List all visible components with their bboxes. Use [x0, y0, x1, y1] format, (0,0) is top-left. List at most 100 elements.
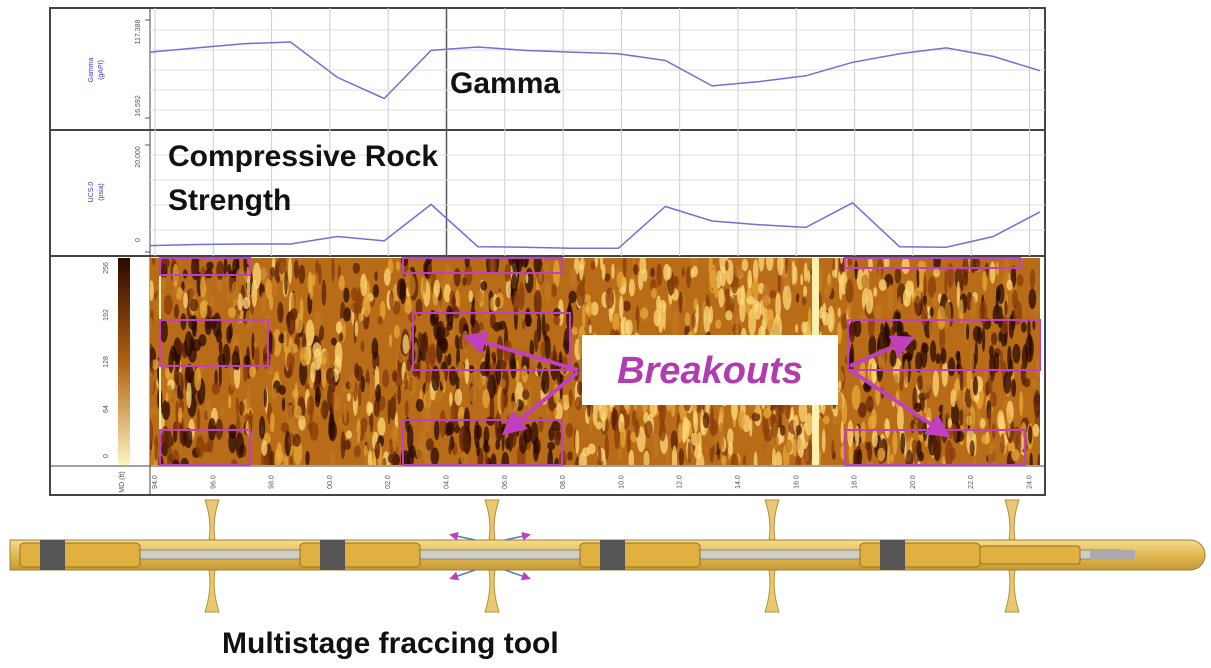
- image-texture: [154, 435, 158, 461]
- image-texture: [200, 276, 206, 298]
- image-texture: [361, 376, 366, 392]
- image-texture: [490, 297, 495, 311]
- image-texture: [990, 261, 996, 283]
- image-texture: [898, 296, 902, 313]
- image-texture: [861, 422, 866, 444]
- image-texture: [752, 278, 758, 301]
- image-texture: [314, 311, 321, 330]
- image-texture: [949, 447, 956, 460]
- image-texture: [310, 409, 313, 434]
- image-texture: [588, 324, 592, 334]
- image-texture: [738, 411, 745, 429]
- image-texture: [891, 453, 894, 463]
- image-texture: [627, 430, 631, 454]
- image-texture: [890, 350, 897, 367]
- image-texture: [997, 306, 1003, 329]
- image-texture: [294, 260, 299, 279]
- image-texture: [200, 301, 208, 318]
- image-texture: [793, 266, 798, 284]
- axis-label: MD (ft): [119, 471, 126, 492]
- image-texture: [403, 334, 410, 354]
- image-texture: [709, 269, 716, 288]
- image-texture: [165, 368, 170, 380]
- image-texture: [428, 264, 432, 279]
- image-texture: [887, 284, 893, 311]
- image-texture: [942, 362, 948, 387]
- image-texture: [480, 281, 487, 291]
- image-texture: [465, 358, 470, 384]
- image-texture: [346, 430, 352, 439]
- depth-label: 12.0: [677, 475, 684, 489]
- image-texture: [433, 318, 439, 340]
- scale-label: 256: [103, 262, 110, 274]
- image-texture: [981, 434, 990, 444]
- image-texture: [347, 393, 351, 402]
- image-texture: [651, 288, 657, 299]
- image-texture: [1014, 301, 1022, 325]
- depth-label: 96.0: [210, 475, 217, 489]
- image-texture: [849, 324, 855, 343]
- image-texture: [780, 425, 786, 436]
- image-texture: [873, 287, 877, 297]
- image-texture: [533, 442, 539, 461]
- image-texture: [270, 267, 275, 277]
- image-texture: [1034, 390, 1041, 418]
- image-texture: [477, 291, 484, 303]
- image-texture: [541, 341, 546, 358]
- image-texture: [658, 404, 664, 412]
- image-texture: [937, 306, 945, 330]
- image-texture: [557, 423, 561, 431]
- image-texture: [174, 304, 179, 319]
- image-texture: [522, 389, 529, 400]
- depth-label: 04.0: [444, 475, 451, 489]
- image-texture: [328, 421, 337, 442]
- image-texture: [696, 433, 700, 445]
- image-texture: [917, 375, 923, 390]
- image-texture: [693, 411, 698, 433]
- image-texture: [360, 274, 367, 297]
- image-texture: [300, 347, 309, 367]
- gamma-title: Gamma: [450, 67, 560, 100]
- image-texture: [168, 350, 173, 373]
- depth-label: 06.0: [502, 475, 509, 489]
- image-texture: [357, 419, 361, 444]
- image-texture: [569, 389, 573, 407]
- figure: Breakouts Gamma Compressive Rock Strengt…: [0, 0, 1211, 668]
- image-texture: [149, 407, 158, 415]
- image-texture: [366, 401, 372, 416]
- depth-label: 16.0: [793, 475, 800, 489]
- image-texture: [721, 455, 726, 466]
- image-texture: [725, 260, 729, 271]
- image-texture: [957, 281, 960, 308]
- image-texture: [944, 269, 947, 295]
- image-texture: [343, 440, 351, 450]
- image-texture: [444, 265, 452, 287]
- image-texture: [618, 449, 622, 461]
- image-texture: [775, 292, 781, 320]
- image-texture: [447, 322, 453, 331]
- image-texture: [692, 313, 696, 329]
- image-texture: [470, 305, 475, 327]
- image-texture: [838, 308, 841, 318]
- depth-label: 08.0: [560, 475, 567, 489]
- image-texture: [975, 341, 978, 365]
- image-texture: [933, 433, 942, 461]
- image-texture: [914, 403, 921, 413]
- image-texture: [551, 283, 557, 297]
- image-texture: [165, 393, 168, 403]
- image-texture: [998, 331, 1002, 342]
- image-texture: [290, 345, 294, 356]
- image-texture: [231, 281, 239, 305]
- depth-label: 02.0: [385, 475, 392, 489]
- image-texture: [716, 270, 721, 288]
- breakouts-label: Breakouts: [617, 350, 803, 392]
- image-texture: [225, 271, 228, 285]
- image-texture: [405, 401, 409, 417]
- image-texture: [752, 412, 761, 421]
- image-texture: [762, 284, 770, 310]
- image-texture: [576, 283, 585, 307]
- track-unit: (gAPI): [98, 60, 105, 80]
- image-texture: [582, 447, 590, 457]
- image-texture: [223, 344, 231, 369]
- depth-label: 00.0: [327, 475, 334, 489]
